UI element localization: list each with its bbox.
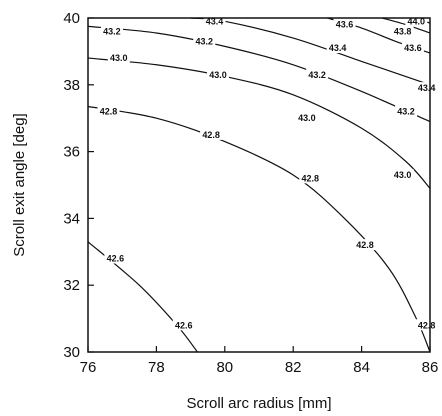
contour-lines-group [87, 17, 431, 353]
y-tick-label: 30 [63, 344, 80, 361]
contour-label-background [295, 112, 318, 124]
x-tick-label: 80 [216, 359, 233, 376]
contour-label-background [354, 239, 377, 251]
contour-label-background [395, 105, 418, 117]
x-tick-label: 78 [148, 359, 165, 376]
contour-label-background [203, 15, 226, 27]
contour-label-background [206, 68, 229, 80]
x-tick-label: 76 [80, 359, 97, 376]
contour-label-background [200, 128, 223, 140]
y-axis-label: Scroll exit angle [deg] [11, 113, 28, 256]
y-tick-label: 34 [63, 210, 80, 227]
contour-label: 43.2 [103, 26, 121, 36]
contour-label-background [172, 319, 195, 331]
contour-line-43-2 [87, 25, 431, 123]
x-axis-ticks: 76 78 80 82 84 86 [80, 346, 439, 376]
contour-label: 43.4 [206, 16, 224, 26]
contour-label: 43.0 [394, 170, 412, 180]
contour-label: 42.8 [302, 173, 320, 183]
contour-label-background [415, 82, 438, 94]
y-tick-label: 32 [63, 277, 80, 294]
x-axis-label: Scroll arc radius [mm] [186, 395, 331, 412]
contour-label-background [391, 25, 414, 37]
contour-label-background [107, 52, 130, 64]
y-tick-label: 36 [63, 144, 80, 161]
contour-label: 42.8 [100, 107, 118, 117]
contour-label: 42.8 [418, 320, 436, 330]
contour-label: 43.4 [329, 43, 347, 53]
contour-label: 43.8 [394, 26, 412, 36]
contour-label: 43.4 [418, 83, 436, 93]
contour-label: 43.6 [336, 20, 354, 30]
contour-line-42-8 [87, 105, 431, 353]
y-tick-label: 38 [63, 77, 80, 94]
contour-label-background [405, 15, 428, 27]
contour-label-background [333, 18, 356, 30]
contour-label: 42.8 [202, 130, 220, 140]
x-tick-label: 82 [285, 359, 302, 376]
contour-label: 43.2 [397, 107, 415, 117]
contour-label-background [100, 25, 123, 37]
contour-line-43-0 [87, 57, 431, 189]
contour-label: 43.0 [298, 113, 316, 123]
contour-labels-group: 42.6 42.6 42.8 42.8 42.8 42.8 42.8 43.0 43.0 43.0… [97, 15, 438, 331]
plot-frame [87, 17, 431, 353]
contour-label: 43.2 [196, 36, 214, 46]
x-tick-label: 86 [422, 359, 439, 376]
contour-label-background [391, 168, 414, 180]
contour-label: 42.6 [107, 253, 125, 263]
contour-label-background [326, 42, 349, 54]
x-tick-label: 84 [353, 359, 370, 376]
contour-label: 44.0 [408, 16, 426, 26]
contour-label: 42.8 [356, 240, 374, 250]
contour-label-background [401, 42, 424, 54]
contour-label-background [97, 105, 120, 117]
y-axis-ticks: 30 32 34 36 38 40 [63, 10, 94, 361]
contour-label: 42.6 [175, 320, 193, 330]
contour-label-background [193, 35, 216, 47]
contour-label: 43.0 [110, 53, 128, 63]
contour-label-background [299, 172, 322, 184]
y-tick-label: 40 [63, 10, 80, 27]
contour-label: 43.0 [209, 70, 227, 80]
contour-label: 43.2 [308, 70, 326, 80]
contour-label-background [306, 68, 329, 80]
contour-label-background [104, 252, 127, 264]
contour-label-background [415, 319, 438, 331]
contour-label: 43.6 [404, 43, 422, 53]
